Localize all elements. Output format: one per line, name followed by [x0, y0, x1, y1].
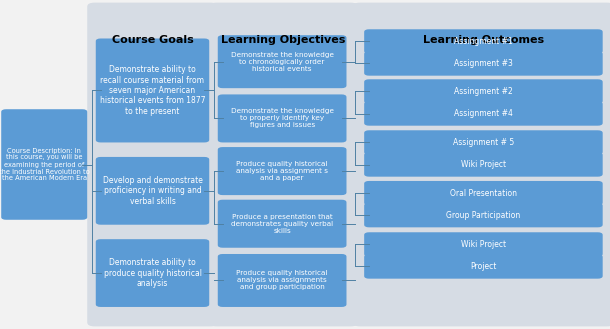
FancyBboxPatch shape — [364, 79, 603, 104]
Text: Produce a presentation that
demonstrates quality verbal
skills: Produce a presentation that demonstrates… — [231, 214, 333, 234]
Text: Course Description: In
this course, you will be
examining the period of
the Indu: Course Description: In this course, you … — [0, 147, 90, 182]
FancyBboxPatch shape — [96, 157, 209, 225]
FancyBboxPatch shape — [218, 35, 346, 88]
Text: Project: Project — [470, 262, 497, 271]
FancyBboxPatch shape — [364, 232, 603, 257]
FancyBboxPatch shape — [218, 254, 346, 307]
Text: Assignment #3: Assignment #3 — [454, 59, 513, 68]
FancyBboxPatch shape — [364, 101, 603, 126]
Text: Course Goals: Course Goals — [112, 35, 193, 45]
Text: Assingment #2: Assingment #2 — [454, 87, 513, 96]
FancyBboxPatch shape — [209, 3, 358, 326]
Text: Demonstrate the knowledge
to properly identify key
figures and issues: Demonstrate the knowledge to properly id… — [231, 109, 334, 128]
FancyBboxPatch shape — [364, 181, 603, 205]
Text: Group Participation: Group Participation — [447, 211, 520, 220]
FancyBboxPatch shape — [87, 3, 218, 326]
FancyBboxPatch shape — [364, 203, 603, 227]
FancyBboxPatch shape — [364, 152, 603, 177]
FancyBboxPatch shape — [364, 51, 603, 76]
FancyBboxPatch shape — [1, 109, 87, 220]
Text: Produce quality historical
analysis via assignments
and group participation: Produce quality historical analysis via … — [237, 270, 328, 291]
Text: Wiki Project: Wiki Project — [461, 160, 506, 169]
FancyBboxPatch shape — [364, 254, 603, 279]
Text: Assignment # 5: Assignment # 5 — [453, 138, 514, 147]
Text: Demonstrate ability to
recall course material from
seven major American
historic: Demonstrate ability to recall course mat… — [100, 65, 205, 116]
FancyBboxPatch shape — [96, 38, 209, 142]
FancyBboxPatch shape — [218, 147, 346, 195]
Text: Oral Presentation: Oral Presentation — [450, 189, 517, 198]
Text: Assignment #4: Assignment #4 — [454, 109, 513, 118]
Text: Wiki Project: Wiki Project — [461, 240, 506, 249]
FancyBboxPatch shape — [96, 239, 209, 307]
Text: Demonstrate the knowledge
to chronologically order
historical events: Demonstrate the knowledge to chronologic… — [231, 52, 334, 72]
Text: Learning Objectives: Learning Objectives — [221, 35, 346, 45]
Text: Produce quality historical
analysis via assignment s
and a paper: Produce quality historical analysis via … — [236, 161, 328, 181]
FancyBboxPatch shape — [364, 130, 603, 155]
Text: Learning Outcomes: Learning Outcomes — [423, 35, 544, 45]
FancyBboxPatch shape — [218, 200, 346, 248]
FancyBboxPatch shape — [353, 3, 610, 326]
FancyBboxPatch shape — [218, 94, 346, 142]
FancyBboxPatch shape — [364, 29, 603, 54]
Text: Demonstrate ability to
produce quality historical
analysis: Demonstrate ability to produce quality h… — [104, 258, 201, 288]
Text: Assingment #1: Assingment #1 — [454, 37, 513, 46]
Text: Develop and demonstrate
proficiency in writing and
verbal skills: Develop and demonstrate proficiency in w… — [102, 176, 203, 206]
